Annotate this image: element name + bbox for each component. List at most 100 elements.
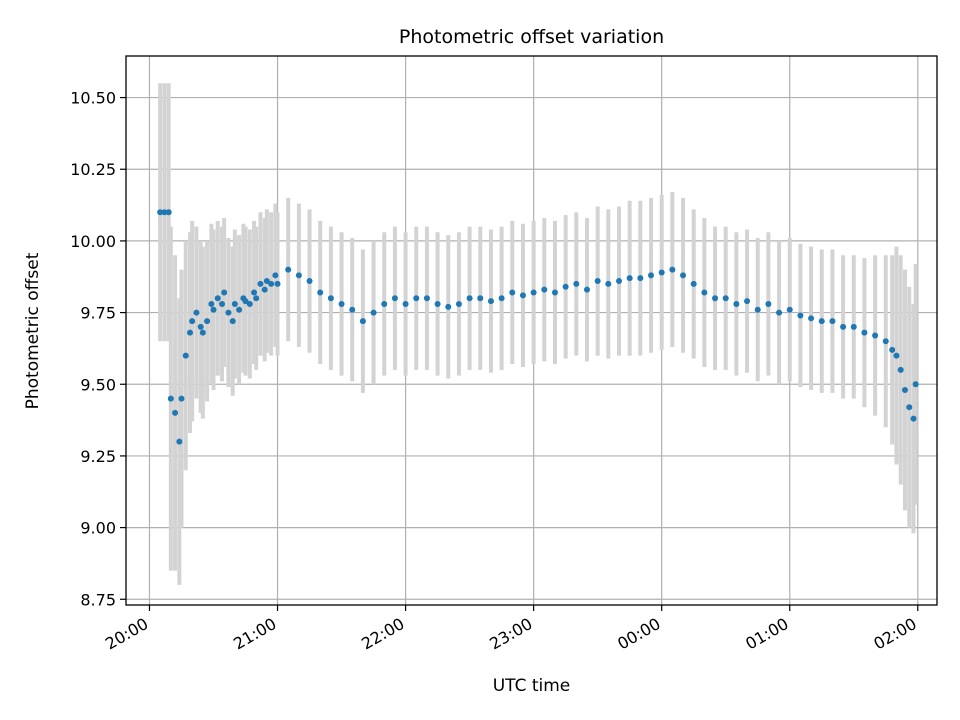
data-point	[272, 272, 279, 279]
chart-title: Photometric offset variation	[399, 26, 664, 48]
data-point	[872, 332, 879, 339]
y-tick-label: 9.25	[80, 447, 116, 466]
y-tick-label: 9.00	[80, 519, 116, 538]
data-point	[797, 312, 804, 319]
data-point	[519, 292, 526, 299]
data-point	[176, 438, 183, 445]
data-point	[893, 352, 900, 359]
data-point	[455, 300, 462, 307]
data-point	[669, 266, 676, 273]
x-tick-label: 22:00	[358, 614, 407, 654]
data-point	[208, 300, 215, 307]
data-point	[712, 295, 719, 302]
data-point	[391, 295, 398, 302]
data-point	[722, 295, 729, 302]
x-tick-label: 01:00	[742, 614, 791, 654]
data-point	[498, 295, 505, 302]
data-point	[744, 298, 751, 305]
data-point	[229, 318, 236, 325]
data-point	[551, 289, 558, 296]
data-point	[204, 318, 211, 325]
x-tick-label: 20:00	[102, 614, 151, 654]
data-point	[225, 309, 232, 316]
data-point	[219, 300, 226, 307]
data-point	[165, 209, 172, 216]
data-point	[786, 306, 793, 313]
data-point	[897, 366, 904, 373]
data-point	[242, 298, 249, 305]
data-point	[765, 300, 772, 307]
data-point	[413, 295, 420, 302]
data-point	[370, 309, 377, 316]
data-point	[910, 415, 917, 422]
data-point	[231, 300, 238, 307]
data-point	[295, 272, 302, 279]
data-point	[381, 300, 388, 307]
data-point	[199, 329, 206, 336]
data-point	[509, 289, 516, 296]
errorbars	[158, 83, 918, 585]
data-point	[402, 300, 409, 307]
data-point	[268, 280, 275, 287]
data-point	[637, 275, 644, 282]
y-tick-label: 10.00	[70, 232, 116, 251]
data-point	[912, 381, 919, 388]
data-point	[583, 286, 590, 293]
data-point	[562, 283, 569, 290]
data-point	[187, 329, 194, 336]
data-point	[690, 280, 697, 287]
data-point	[906, 404, 913, 411]
plot-frame	[125, 55, 938, 606]
data-point	[445, 303, 452, 310]
data-point	[680, 272, 687, 279]
data-point	[648, 272, 655, 279]
data-point	[306, 278, 313, 285]
data-point	[466, 295, 473, 302]
x-axis: 20:00 21:00 22:00 23:00 00:00 01:00 02:00	[102, 605, 920, 654]
data-point	[776, 309, 783, 316]
data-point	[210, 306, 217, 313]
data-point	[214, 295, 221, 302]
data-point	[253, 295, 260, 302]
x-tick-label: 23:00	[486, 614, 535, 654]
data-point	[359, 318, 366, 325]
data-point	[434, 300, 441, 307]
data-point	[182, 352, 189, 359]
data-point	[274, 280, 281, 287]
data-point	[840, 323, 847, 330]
data-point	[605, 280, 612, 287]
data-point	[701, 289, 708, 296]
data-point	[626, 275, 633, 282]
data-point	[658, 269, 665, 276]
data-point	[172, 409, 179, 416]
data-point	[818, 318, 825, 325]
data-point	[733, 300, 740, 307]
data-point	[161, 209, 168, 216]
data-point	[616, 278, 623, 285]
y-tick-label: 10.50	[70, 89, 116, 108]
data-point	[317, 289, 324, 296]
data-point	[541, 286, 548, 293]
y-tick-label: 8.75	[80, 590, 116, 609]
y-axis-label: Photometric offset	[23, 252, 43, 409]
data-point	[808, 315, 815, 322]
data-point	[754, 306, 761, 313]
grid	[126, 56, 937, 605]
data-point	[251, 289, 258, 296]
data-point	[157, 209, 164, 216]
y-axis: 8.75 9.00 9.25 9.50 9.75 10.00 10.25 10.50	[70, 89, 126, 609]
data-point	[285, 266, 292, 273]
x-tick-label: 00:00	[614, 614, 663, 654]
data-point	[349, 306, 356, 313]
data-point	[530, 289, 537, 296]
data-point	[594, 278, 601, 285]
data-point	[327, 295, 334, 302]
data-point	[167, 395, 174, 402]
data-point	[882, 338, 889, 345]
data-point	[487, 298, 494, 305]
data-point	[178, 395, 185, 402]
data-point	[236, 306, 243, 313]
data-point	[193, 309, 200, 316]
x-axis-label: UTC time	[493, 676, 571, 696]
data-point	[261, 286, 268, 293]
